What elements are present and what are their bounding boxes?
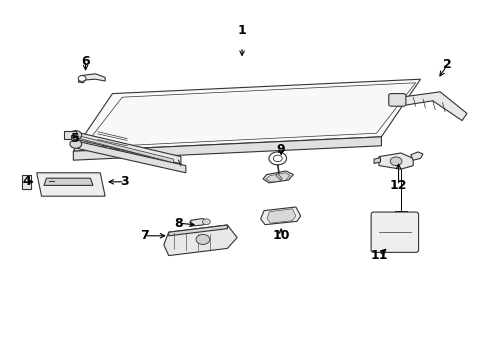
Text: 4: 4 <box>22 175 31 188</box>
Text: 9: 9 <box>276 143 285 156</box>
Text: 3: 3 <box>120 175 129 188</box>
Polygon shape <box>266 209 295 223</box>
Polygon shape <box>398 92 466 121</box>
Polygon shape <box>44 178 93 185</box>
Polygon shape <box>378 153 412 169</box>
Text: 5: 5 <box>71 132 80 145</box>
Circle shape <box>78 76 86 81</box>
Circle shape <box>268 152 286 165</box>
Polygon shape <box>263 171 293 183</box>
Circle shape <box>196 234 209 244</box>
Polygon shape <box>168 225 227 236</box>
Circle shape <box>273 155 282 162</box>
Circle shape <box>389 157 401 166</box>
Text: 12: 12 <box>389 179 407 192</box>
Circle shape <box>70 131 81 139</box>
Circle shape <box>202 219 210 225</box>
Polygon shape <box>410 152 422 160</box>
Text: 10: 10 <box>272 229 289 242</box>
Text: 7: 7 <box>140 229 148 242</box>
Text: 6: 6 <box>81 55 90 68</box>
Polygon shape <box>275 174 282 180</box>
FancyBboxPatch shape <box>370 212 418 252</box>
Text: 1: 1 <box>237 24 246 37</box>
Circle shape <box>70 140 81 148</box>
Polygon shape <box>76 135 173 163</box>
Polygon shape <box>73 131 181 164</box>
Polygon shape <box>73 137 381 160</box>
Text: 8: 8 <box>174 217 183 230</box>
Polygon shape <box>373 158 380 163</box>
Polygon shape <box>73 140 185 173</box>
Polygon shape <box>63 131 76 139</box>
Text: 11: 11 <box>369 249 387 262</box>
Polygon shape <box>190 219 207 226</box>
Polygon shape <box>78 74 105 83</box>
Text: 2: 2 <box>442 58 451 71</box>
Polygon shape <box>265 173 289 182</box>
Polygon shape <box>22 175 31 189</box>
Polygon shape <box>73 79 420 151</box>
Polygon shape <box>163 225 237 256</box>
Polygon shape <box>37 173 105 196</box>
Polygon shape <box>260 207 300 225</box>
FancyBboxPatch shape <box>388 94 405 106</box>
